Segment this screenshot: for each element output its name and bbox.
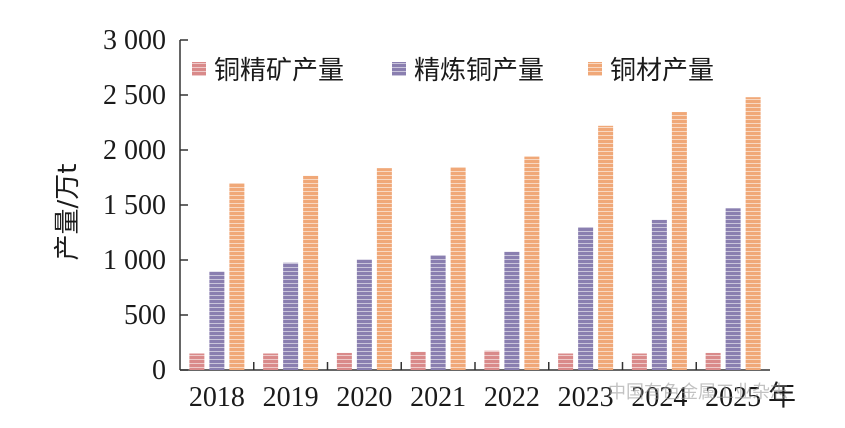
bar-series-2-2023 (598, 125, 614, 370)
y-tick-label: 0 (152, 355, 166, 386)
bar-series-1-2025 (725, 208, 741, 370)
y-axis-label: 产量/万t (53, 164, 83, 261)
axes: 0 500 1 000 1 500 2 000 2 500 3 000 2018 2019 20… (103, 25, 770, 413)
bar-series-0-2023 (558, 353, 574, 370)
y-tick-label: 3 000 (103, 25, 166, 56)
bars (189, 97, 761, 371)
legend-label: 铜材产量 (610, 56, 714, 86)
bar-series-1-2022 (504, 251, 520, 370)
bar-series-2-2020 (376, 168, 392, 370)
y-tick-label: 2 000 (103, 135, 166, 166)
legend-label: 铜精矿产量 (214, 56, 344, 86)
legend-swatch (192, 62, 206, 76)
y-tick-label: 500 (124, 300, 166, 331)
x-tick-label: 2023 (558, 382, 614, 413)
bar-series-1-2023 (578, 227, 594, 370)
x-tick-label: 2019 (263, 382, 319, 413)
bar-series-1-2020 (356, 259, 372, 370)
bar-series-0-2019 (263, 353, 279, 370)
legend-swatch (392, 62, 406, 76)
bar-series-0-2024 (631, 353, 647, 370)
x-tick-label: 2020 (336, 382, 392, 413)
bar-series-0-2025 (705, 352, 721, 370)
bar-series-1-2019 (283, 262, 299, 370)
bar-series-0-2021 (410, 351, 426, 370)
y-tick-label: 2 500 (103, 80, 166, 111)
bar-series-0-2022 (484, 350, 500, 370)
bar-series-2-2022 (524, 156, 540, 370)
x-tick-label: 2024 (631, 382, 687, 413)
x-axis-label: 年 (768, 380, 796, 412)
bar-series-1-2018 (209, 271, 225, 370)
x-tick-label: 2025 (705, 382, 761, 413)
bar-series-2-2024 (671, 112, 687, 371)
x-tick-label: 2021 (410, 382, 466, 413)
bar-series-2-2025 (745, 97, 761, 370)
bar-series-2-2018 (229, 183, 245, 370)
legend: 铜精矿产量 精炼铜产量 铜材产量 (192, 56, 714, 86)
legend-swatch (588, 62, 602, 76)
bar-series-2-2019 (303, 175, 319, 370)
bar-series-2-2021 (450, 167, 466, 370)
legend-label: 精炼铜产量 (414, 56, 544, 86)
x-tick-label: 2022 (484, 382, 540, 413)
bar-series-0-2018 (189, 353, 205, 370)
bar-series-0-2020 (336, 352, 352, 370)
watermark: 中国有色金属工业杂志 (608, 382, 788, 403)
bar-series-1-2021 (430, 255, 446, 370)
y-tick-label: 1 000 (103, 245, 166, 276)
x-tick-label: 2018 (189, 382, 245, 413)
y-tick-label: 1 500 (103, 190, 166, 221)
bar-series-1-2024 (651, 219, 667, 370)
